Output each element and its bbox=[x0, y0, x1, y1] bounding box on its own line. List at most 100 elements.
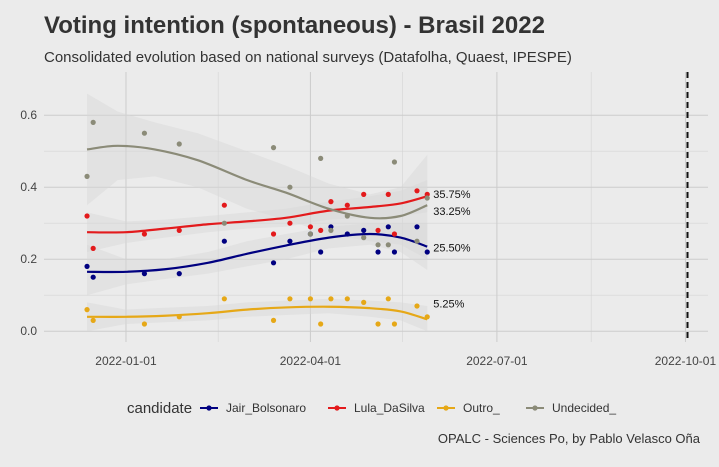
legend-label-Undecided_: Undecided_ bbox=[552, 401, 616, 415]
data-point-Jair_Bolsonaro bbox=[90, 274, 96, 280]
data-point-Jair_Bolsonaro bbox=[84, 263, 90, 269]
data-point-Outro_ bbox=[221, 296, 227, 302]
legend-label-Outro_: Outro_ bbox=[463, 401, 500, 415]
end-label-Outro_: 5.25% bbox=[433, 298, 464, 310]
end-label-Undecided_: 33.25% bbox=[433, 206, 471, 218]
data-point-Outro_ bbox=[318, 321, 324, 327]
legend-label-Lula_DaSilva: Lula_DaSilva bbox=[354, 401, 425, 415]
data-point-Outro_ bbox=[141, 321, 148, 327]
data-point-Undecided_ bbox=[141, 130, 148, 136]
data-point-Undecided_ bbox=[318, 155, 324, 161]
data-point-Lula_DaSilva bbox=[318, 227, 324, 233]
legend-title: candidate bbox=[127, 400, 192, 417]
data-point-Lula_DaSilva bbox=[84, 213, 90, 219]
trend-line-Lula_DaSilva bbox=[87, 195, 428, 234]
legend-key-point bbox=[334, 405, 340, 411]
data-point-Outro_ bbox=[385, 296, 391, 302]
data-point-Lula_DaSilva bbox=[221, 202, 227, 208]
data-point-Jair_Bolsonaro bbox=[385, 224, 391, 230]
data-point-Lula_DaSilva bbox=[414, 188, 420, 194]
data-point-Lula_DaSilva bbox=[391, 231, 398, 237]
data-point-Undecided_ bbox=[424, 195, 430, 201]
data-point-Jair_Bolsonaro bbox=[375, 249, 381, 255]
data-point-Jair_Bolsonaro bbox=[270, 260, 277, 266]
data-point-Undecided_ bbox=[270, 145, 277, 151]
y-tick-label: 0.4 bbox=[20, 180, 37, 194]
x-tick-label: 2022-01-01 bbox=[95, 354, 157, 368]
data-point-Jair_Bolsonaro bbox=[361, 227, 367, 233]
data-point-Lula_DaSilva bbox=[287, 220, 293, 226]
data-point-Undecided_ bbox=[287, 184, 293, 190]
data-point-Lula_DaSilva bbox=[328, 199, 334, 205]
data-point-Jair_Bolsonaro bbox=[414, 224, 420, 230]
data-point-Undecided_ bbox=[414, 238, 420, 244]
data-point-Outro_ bbox=[361, 299, 367, 305]
chart-caption: OPALC - Sciences Po, by Pablo Velasco Oñ… bbox=[437, 431, 700, 446]
data-point-Jair_Bolsonaro bbox=[424, 249, 430, 255]
data-point-Lula_DaSilva bbox=[361, 191, 367, 197]
data-point-Jair_Bolsonaro bbox=[221, 238, 227, 244]
end-label-Lula_DaSilva: 35.75% bbox=[433, 189, 471, 201]
data-point-Undecided_ bbox=[391, 159, 398, 165]
data-point-Outro_ bbox=[414, 303, 420, 309]
data-point-Undecided_ bbox=[375, 242, 381, 248]
data-point-Lula_DaSilva bbox=[344, 202, 350, 208]
trend-line-Outro_ bbox=[87, 305, 428, 321]
legend: candidate Jair_Bolsonaro Lula_DaSilva Outro… bbox=[127, 400, 616, 417]
data-point-Undecided_ bbox=[84, 173, 90, 179]
confidence-band-Lula_DaSilva bbox=[87, 180, 428, 252]
data-point-Lula_DaSilva bbox=[375, 227, 381, 233]
data-point-Undecided_ bbox=[344, 213, 350, 219]
trend-line-Undecided_ bbox=[86, 144, 428, 220]
data-point-Lula_DaSilva bbox=[307, 224, 314, 230]
data-point-Outro_ bbox=[90, 317, 96, 323]
data-point-Lula_DaSilva bbox=[90, 245, 96, 251]
data-point-Lula_DaSilva bbox=[176, 227, 182, 233]
x-tick-label: 2022-10-01 bbox=[655, 354, 717, 368]
data-point-Jair_Bolsonaro bbox=[318, 249, 324, 255]
data-point-Undecided_ bbox=[385, 242, 391, 248]
data-point-Outro_ bbox=[328, 296, 334, 302]
chart-subtitle: Consolidated evolution based on national… bbox=[44, 49, 572, 66]
data-point-Outro_ bbox=[391, 321, 398, 327]
trend-line-Jair_Bolsonaro bbox=[87, 232, 428, 274]
data-point-Outro_ bbox=[84, 307, 90, 313]
data-point-Lula_DaSilva bbox=[424, 191, 430, 197]
data-point-Jair_Bolsonaro bbox=[141, 271, 148, 277]
data-point-Lula_DaSilva bbox=[270, 231, 277, 237]
end-label-Jair_Bolsonaro: 25.50% bbox=[433, 243, 471, 255]
data-point-Lula_DaSilva bbox=[141, 231, 148, 237]
data-point-Undecided_ bbox=[361, 235, 367, 241]
legend-key-point bbox=[532, 405, 538, 411]
data-point-Outro_ bbox=[424, 314, 430, 320]
data-point-Outro_ bbox=[344, 296, 350, 302]
data-point-Jair_Bolsonaro bbox=[287, 238, 293, 244]
data-point-Outro_ bbox=[307, 296, 314, 302]
chart-title: Voting intention (spontaneous) - Brasil … bbox=[44, 12, 545, 39]
x-tick-label: 2022-04-01 bbox=[280, 354, 342, 368]
data-point-Undecided_ bbox=[221, 220, 227, 226]
confidence-band-Jair_Bolsonaro bbox=[87, 223, 428, 296]
data-point-Undecided_ bbox=[328, 227, 334, 233]
data-point-Jair_Bolsonaro bbox=[176, 271, 182, 277]
data-point-Lula_DaSilva bbox=[385, 191, 391, 197]
y-tick-label: 0.0 bbox=[20, 324, 37, 338]
data-point-Undecided_ bbox=[90, 119, 96, 125]
data-point-Undecided_ bbox=[176, 141, 182, 147]
data-point-Jair_Bolsonaro bbox=[391, 249, 398, 255]
legend-key-point bbox=[443, 405, 449, 411]
confidence-band-Undecided_ bbox=[87, 93, 428, 260]
y-tick-label: 0.6 bbox=[20, 108, 37, 122]
legend-label-Jair_Bolsonaro: Jair_Bolsonaro bbox=[226, 401, 306, 415]
data-point-Outro_ bbox=[287, 296, 293, 302]
y-tick-label: 0.2 bbox=[20, 252, 37, 266]
data-point-Jair_Bolsonaro bbox=[344, 231, 350, 237]
data-point-Jair_Bolsonaro bbox=[328, 224, 334, 230]
x-tick-label: 2022-07-01 bbox=[466, 354, 528, 368]
legend-key-point bbox=[206, 405, 212, 411]
data-point-Undecided_ bbox=[307, 231, 314, 237]
data-point-Outro_ bbox=[375, 321, 381, 327]
data-point-Outro_ bbox=[176, 314, 182, 320]
data-point-Outro_ bbox=[270, 317, 277, 323]
